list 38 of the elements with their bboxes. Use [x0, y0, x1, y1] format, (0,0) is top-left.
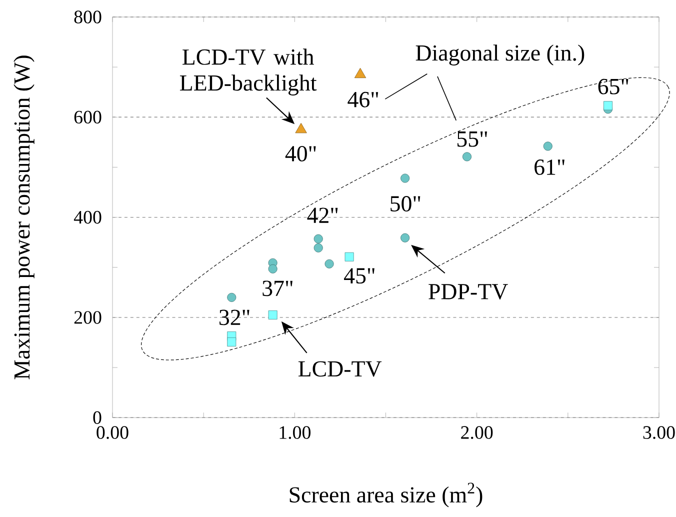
point	[462, 152, 472, 162]
point	[268, 264, 278, 274]
annotation: 65"	[598, 78, 628, 94]
x-tick-label: 0.00	[96, 426, 128, 439]
x-tick-label: 3.00	[643, 426, 675, 439]
point	[324, 259, 334, 268]
annotation: 55"	[457, 132, 487, 147]
text: LCD-TV	[298, 361, 382, 377]
point	[344, 252, 354, 262]
annotation: 32"	[220, 310, 250, 326]
point	[227, 337, 236, 346]
y-tick-label: 200	[74, 311, 102, 324]
y-tick-label: 600	[74, 110, 102, 124]
annotation: 46"	[348, 92, 378, 108]
y-tick-label: 0	[93, 411, 102, 424]
annotation: 61"	[534, 160, 564, 175]
point	[543, 142, 552, 151]
series-label: LCD-TV with LED-backlight	[180, 48, 317, 96]
point	[268, 310, 278, 320]
annotation: 45"	[344, 268, 374, 284]
y-tick-label: 400	[74, 210, 102, 224]
x-axis-title: Screen area size (m$^{2}$)	[290, 482, 482, 508]
annotation: 40"	[285, 146, 316, 162]
point	[400, 174, 410, 183]
point	[314, 234, 323, 244]
annotation: 37"	[262, 280, 292, 296]
annotation: 50"	[390, 196, 420, 212]
text: PDP-TV	[428, 284, 508, 300]
y-tick-label: 800	[74, 10, 102, 24]
x-tick-label: 1.00	[280, 426, 310, 439]
point	[400, 233, 410, 242]
point	[314, 243, 323, 252]
y-axis-title: Maximum power consumption (W)	[14, 56, 34, 380]
annotation: 42"	[307, 208, 338, 223]
annotation: Diagonal size (in.)	[416, 44, 584, 66]
x-tick-label: 2.00	[461, 426, 493, 439]
point	[227, 292, 236, 302]
point	[604, 101, 612, 110]
